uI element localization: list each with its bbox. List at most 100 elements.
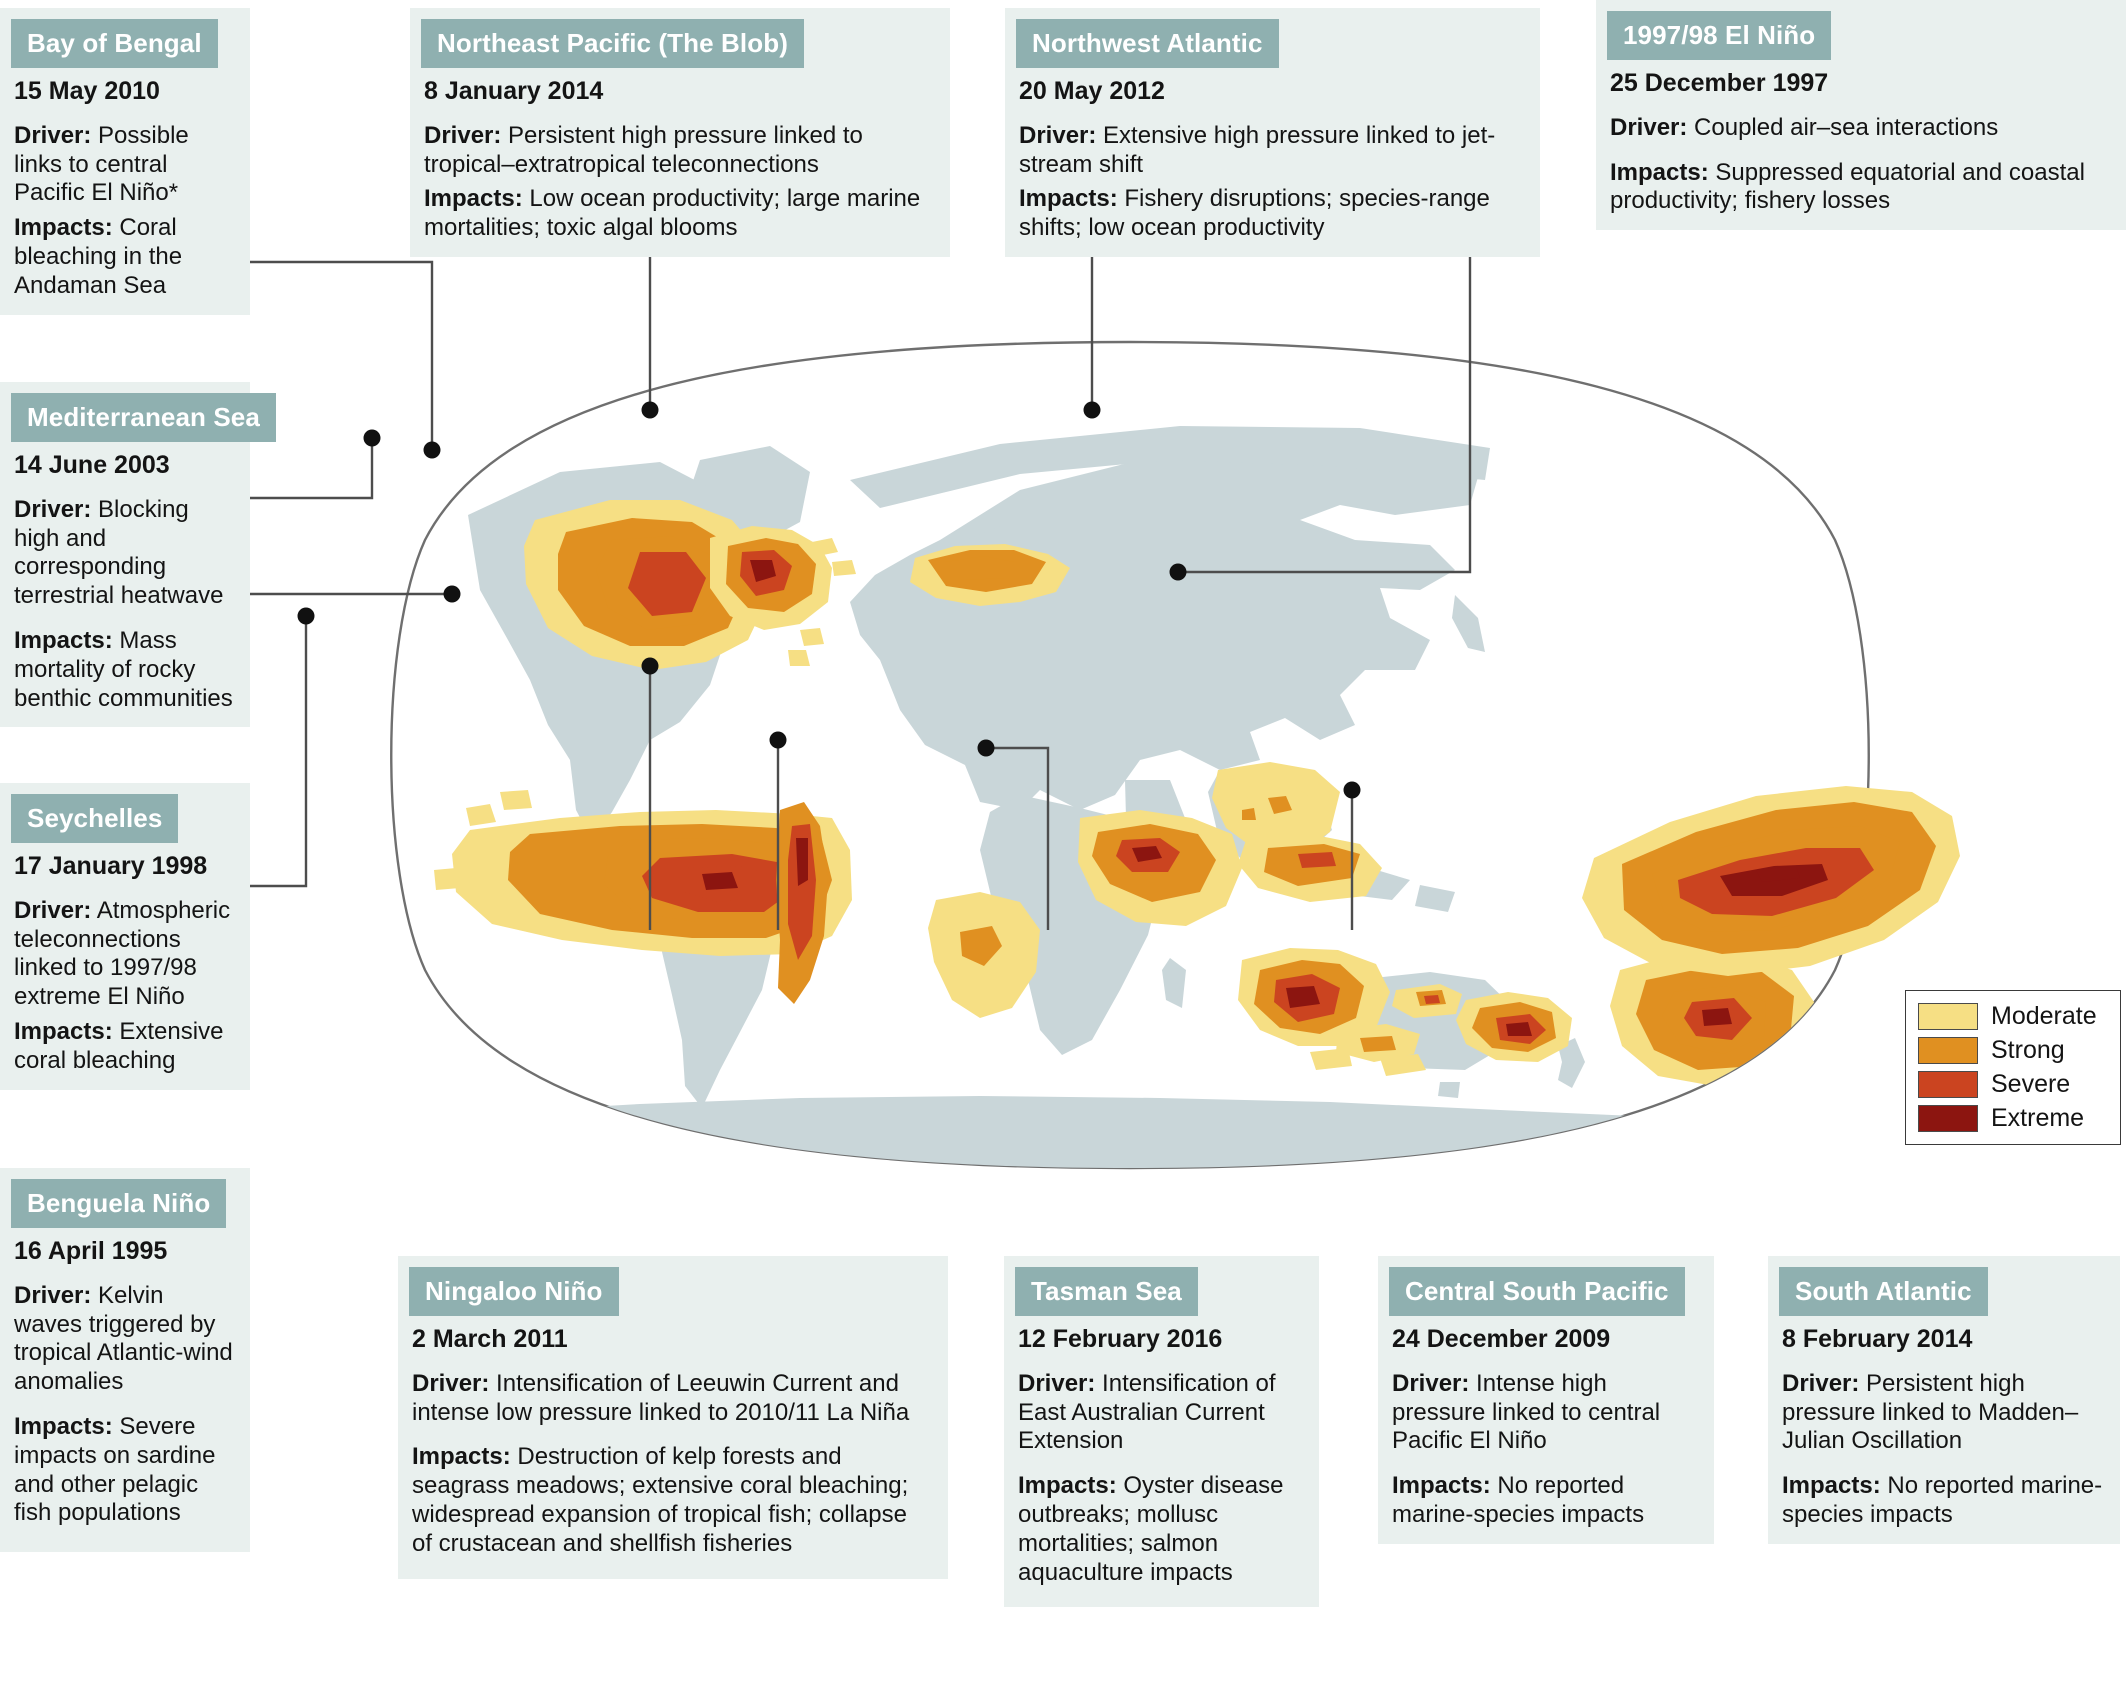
legend-label-moderate: Moderate bbox=[1991, 1001, 2097, 1030]
mhw-benguela-nino bbox=[928, 892, 1040, 1018]
driver-text: Blocking high and corresponding terrestr… bbox=[14, 495, 224, 610]
driver-label: Driver: bbox=[14, 495, 92, 523]
panel-driver: Driver: Intensification of East Australi… bbox=[1018, 1370, 1303, 1456]
panel-impacts: Impacts: Oyster disease outbreaks; mollu… bbox=[1018, 1472, 1303, 1587]
panel-driver: Driver: Atmospheric teleconnections link… bbox=[14, 897, 234, 1012]
impacts-label: Impacts: bbox=[1392, 1472, 1491, 1500]
driver-text: Intense high pressure linked to central … bbox=[1392, 1369, 1661, 1455]
driver-label: Driver: bbox=[14, 121, 92, 149]
legend-swatch-extreme bbox=[1918, 1104, 1978, 1132]
panel-impacts: Impacts: No reported marine-species impa… bbox=[1782, 1472, 2104, 1530]
panel-northwest-atlantic: Northwest Atlantic 20 May 2012 Driver: E… bbox=[1005, 8, 1540, 257]
impacts-text: Coral bleaching in the Andaman Sea bbox=[14, 214, 183, 299]
panel-driver: Driver: Persistent high pressure linked … bbox=[1782, 1370, 2104, 1456]
panel-bay-of-bengal: Bay of Bengal 15 May 2010 Driver: Possib… bbox=[0, 8, 250, 315]
panel-el-nino-1997-98: 1997/98 El Niño 25 December 1997 Driver:… bbox=[1596, 0, 2126, 231]
driver-label: Driver: bbox=[1018, 1369, 1096, 1397]
panel-date: 25 December 1997 bbox=[1610, 69, 1829, 97]
mhw-south-atlantic bbox=[1582, 786, 1960, 976]
panel-driver: Driver: Persistent high pressure linked … bbox=[424, 122, 934, 180]
panel-title: Tasman Sea bbox=[1015, 1267, 1198, 1316]
mhw-northeast-pacific bbox=[524, 500, 766, 670]
mhw-el-nino-1997-98 bbox=[434, 790, 852, 1004]
driver-label: Driver: bbox=[412, 1369, 490, 1397]
driver-text: Persistent high pressure linked to tropi… bbox=[424, 121, 863, 178]
impacts-text: Destruction of kelp forests and seagrass… bbox=[412, 1443, 909, 1557]
impacts-label: Impacts: bbox=[412, 1443, 511, 1471]
panel-title: Benguela Niño bbox=[11, 1179, 227, 1228]
panel-date: 12 February 2016 bbox=[1018, 1325, 1223, 1353]
impacts-label: Impacts: bbox=[14, 626, 113, 654]
panel-title: Northeast Pacific (The Blob) bbox=[421, 19, 804, 68]
driver-text: Atmospheric teleconnections linked to 19… bbox=[14, 896, 231, 1011]
legend-swatch-moderate bbox=[1918, 1002, 1978, 1030]
mhw-mediterranean bbox=[910, 544, 1070, 606]
impacts-label: Impacts: bbox=[1018, 1472, 1117, 1500]
legend-label-severe: Severe bbox=[1991, 1069, 2071, 1098]
panel-ningaloo-nino: Ningaloo Niño 2 March 2011 Driver: Inten… bbox=[398, 1256, 948, 1579]
legend-label-strong: Strong bbox=[1991, 1035, 2065, 1064]
impacts-text: Low ocean productivity; large marine mor… bbox=[424, 185, 921, 242]
legend-swatch-strong bbox=[1918, 1036, 1978, 1064]
driver-text: Persistent high pressure linked to Madde… bbox=[1782, 1369, 2079, 1455]
mhw-ningaloo-nino bbox=[1238, 948, 1426, 1076]
impacts-text: Suppressed equatorial and coastal produc… bbox=[1610, 158, 2085, 215]
panel-title: Bay of Bengal bbox=[11, 19, 218, 68]
panel-driver: Driver: Possible links to central Pacifi… bbox=[14, 122, 234, 208]
panel-title: Seychelles bbox=[11, 794, 179, 843]
impacts-label: Impacts: bbox=[14, 1017, 113, 1045]
impacts-text: No reported marine-species impacts bbox=[1392, 1472, 1645, 1528]
legend-row: Strong bbox=[1918, 1033, 2110, 1067]
impacts-text: Mass mortality of rocky benthic communit… bbox=[14, 626, 233, 712]
impacts-label: Impacts: bbox=[14, 214, 113, 242]
impacts-label: Impacts: bbox=[424, 185, 523, 213]
panel-title: 1997/98 El Niño bbox=[1607, 11, 1832, 60]
panel-driver: Driver: Extensive high pressure linked t… bbox=[1019, 122, 1524, 180]
impacts-text: No reported marine-species impacts bbox=[1782, 1472, 2103, 1528]
legend-row: Extreme bbox=[1918, 1101, 2110, 1135]
panel-title: Central South Pacific bbox=[1389, 1267, 1685, 1316]
panel-impacts: Impacts: Severe impacts on sardine and o… bbox=[14, 1413, 234, 1528]
panel-seychelles: Seychelles 17 January 1998 Driver: Atmos… bbox=[0, 783, 250, 1090]
driver-text: Extensive high pressure linked to jet-st… bbox=[1019, 121, 1496, 178]
driver-label: Driver: bbox=[14, 1281, 92, 1309]
panel-date: 14 June 2003 bbox=[14, 451, 170, 479]
driver-label: Driver: bbox=[1782, 1369, 1860, 1397]
mhw-bay-of-bengal bbox=[1212, 762, 1340, 854]
panel-south-atlantic: South Atlantic 8 February 2014 Driver: P… bbox=[1768, 1256, 2120, 1544]
mhw-tasman-sea bbox=[1392, 984, 1572, 1062]
legend-swatch-severe bbox=[1918, 1070, 1978, 1098]
panel-date: 16 April 1995 bbox=[14, 1237, 168, 1265]
panel-title: Mediterranean Sea bbox=[11, 393, 276, 442]
legend-label-extreme: Extreme bbox=[1991, 1103, 2085, 1132]
driver-text: Intensification of East Australian Curre… bbox=[1018, 1369, 1276, 1455]
panel-date: 2 March 2011 bbox=[412, 1325, 568, 1353]
panel-impacts: Impacts: Extensive coral bleaching bbox=[14, 1018, 234, 1076]
panel-title: Northwest Atlantic bbox=[1016, 19, 1279, 68]
impacts-text: Fishery disruptions; species-range shift… bbox=[1019, 185, 1490, 242]
panel-mediterranean-sea: Mediterranean Sea 14 June 2003 Driver: B… bbox=[0, 382, 276, 728]
impacts-text: Severe impacts on sardine and other pela… bbox=[14, 1412, 216, 1527]
panel-date: 20 May 2012 bbox=[1019, 77, 1165, 105]
driver-label: Driver: bbox=[1610, 113, 1688, 141]
panel-driver: Driver: Intensification of Leeuwin Curre… bbox=[412, 1370, 932, 1428]
panel-driver: Driver: Blocking high and corresponding … bbox=[14, 496, 234, 611]
impacts-text: Oyster disease outbreaks; mollusc mortal… bbox=[1018, 1472, 1284, 1586]
panel-benguela-nino: Benguela Niño 16 April 1995 Driver: Kelv… bbox=[0, 1168, 250, 1553]
panel-driver: Driver: Coupled air–sea interactions bbox=[1610, 114, 2110, 143]
panel-northeast-pacific: Northeast Pacific (The Blob) 8 January 2… bbox=[410, 8, 950, 257]
legend-row: Moderate bbox=[1918, 999, 2110, 1033]
panel-driver: Driver: Kelvin waves triggered by tropic… bbox=[14, 1282, 234, 1397]
impacts-label: Impacts: bbox=[1019, 185, 1118, 213]
legend-row: Severe bbox=[1918, 1067, 2110, 1101]
impacts-label: Impacts: bbox=[1610, 158, 1709, 186]
impacts-text: Extensive coral bleaching bbox=[14, 1017, 224, 1074]
panel-driver: Driver: Intense high pressure linked to … bbox=[1392, 1370, 1698, 1456]
panel-title: Ningaloo Niño bbox=[409, 1267, 619, 1316]
impacts-label: Impacts: bbox=[14, 1412, 113, 1440]
driver-label: Driver: bbox=[1392, 1369, 1470, 1397]
panel-date: 15 May 2010 bbox=[14, 77, 160, 105]
panel-date: 24 December 2009 bbox=[1392, 1325, 1611, 1353]
driver-text: Possible links to central Pacific El Niñ… bbox=[14, 121, 189, 207]
